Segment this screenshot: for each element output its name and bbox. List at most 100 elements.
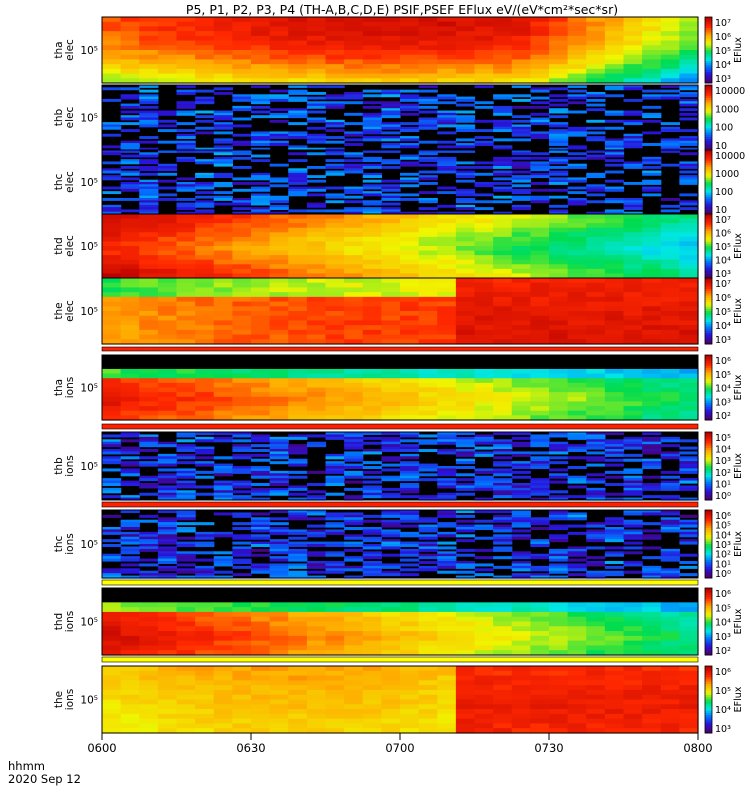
spectrogram-cell xyxy=(139,616,159,623)
spectrogram-cell xyxy=(139,320,159,326)
spectrogram-cell xyxy=(325,232,345,238)
spectrogram-cell xyxy=(493,188,513,192)
spectrogram-cell xyxy=(251,458,271,462)
panel-label: ions xyxy=(64,533,76,554)
spectrogram-cell xyxy=(139,301,159,307)
spectrogram-cell xyxy=(362,539,382,543)
spectrogram-cell xyxy=(474,704,494,710)
spectrogram-cell xyxy=(679,129,699,133)
spectrogram-cell xyxy=(623,119,643,123)
spectrogram-cell xyxy=(120,680,140,686)
spectrogram-cell xyxy=(530,188,550,192)
spectrogram-cell xyxy=(474,621,494,627)
spectrogram-cell xyxy=(400,444,420,448)
spectrogram-cell xyxy=(157,539,178,543)
spectrogram-cell xyxy=(642,378,662,384)
spectrogram-cell xyxy=(455,198,476,201)
spectrogram-cell xyxy=(176,699,196,705)
spectrogram-cell xyxy=(102,311,122,317)
spectrogram-cell xyxy=(660,444,680,448)
spectrogram-cell xyxy=(102,59,122,65)
spectrogram-cell xyxy=(232,611,252,618)
spectrogram-cell xyxy=(362,329,382,336)
spectrogram-cell xyxy=(400,531,420,535)
spectrogram-cell xyxy=(344,548,364,552)
spectrogram-cell xyxy=(362,670,382,677)
spectrogram-cell xyxy=(157,568,178,572)
spectrogram-cell xyxy=(474,119,494,123)
y-tick-label: 10⁵ xyxy=(80,45,98,57)
spectrogram-cell xyxy=(437,268,457,275)
spectrogram-cell xyxy=(604,78,625,84)
colorbar-segment xyxy=(705,599,712,602)
spectrogram-cell xyxy=(139,94,159,98)
spectrogram-cell xyxy=(474,35,494,42)
spectrogram-cell xyxy=(306,73,327,79)
spectrogram-cell xyxy=(213,296,233,303)
spectrogram-cell xyxy=(455,689,476,696)
colorbar-segment xyxy=(705,374,712,378)
spectrogram-cell xyxy=(455,124,476,128)
spectrogram-cell xyxy=(176,718,196,725)
spectrogram-cell xyxy=(604,536,625,540)
spectrogram-cell xyxy=(325,699,345,705)
spectrogram-cell xyxy=(232,406,252,412)
spectrogram-cell xyxy=(660,273,680,279)
spectrogram-cell xyxy=(306,45,327,51)
spectrogram-cell xyxy=(362,640,382,647)
spectrogram-cell xyxy=(660,522,680,526)
spectrogram-cell xyxy=(679,108,699,112)
colorbar-segment xyxy=(705,481,712,485)
spectrogram-cell xyxy=(549,449,569,453)
spectrogram-cell xyxy=(418,175,438,179)
spectrogram-cell xyxy=(195,709,215,715)
spectrogram-cell xyxy=(418,35,438,42)
spectrogram-cell xyxy=(642,115,662,119)
spectrogram-cell xyxy=(530,89,550,93)
spectrogram-cell xyxy=(251,334,271,340)
spectrogram-cell xyxy=(251,718,271,725)
spectrogram-cell xyxy=(679,259,699,265)
spectrogram-cell xyxy=(418,378,438,384)
spectrogram-cell xyxy=(586,246,606,252)
spectrogram-cell xyxy=(604,209,625,213)
spectrogram-cell xyxy=(586,287,606,293)
colorbar-segment xyxy=(705,596,712,600)
spectrogram-cell xyxy=(604,278,625,284)
spectrogram-cell xyxy=(567,568,587,572)
spectrogram-cell xyxy=(306,17,327,23)
spectrogram-cell xyxy=(493,306,513,312)
spectrogram-cell xyxy=(195,685,215,691)
spectrogram-cell xyxy=(325,434,345,438)
spectrogram-cell xyxy=(604,522,625,526)
spectrogram-cell xyxy=(400,485,420,489)
spectrogram-cell xyxy=(493,255,513,261)
spectrogram-cell xyxy=(586,626,606,632)
spectrogram-cell xyxy=(120,415,140,421)
spectrogram-cell xyxy=(623,718,643,725)
spectrogram-cell xyxy=(604,723,625,729)
spectrogram-cell xyxy=(157,453,178,457)
spectrogram-cell xyxy=(474,31,494,37)
spectrogram-cell xyxy=(604,444,625,448)
spectrogram-cell xyxy=(530,685,550,691)
colorbar-segment xyxy=(705,218,712,221)
spectrogram-cell xyxy=(120,166,140,169)
spectrogram-cell xyxy=(455,98,476,102)
spectrogram-cell xyxy=(139,329,159,336)
spectrogram-cell xyxy=(139,136,159,139)
spectrogram-cell xyxy=(120,685,140,691)
spectrogram-cell xyxy=(549,21,569,28)
spectrogram-cell xyxy=(213,680,233,686)
spectrogram-cell xyxy=(381,207,401,211)
spectrogram-cell xyxy=(232,64,252,70)
spectrogram-cell xyxy=(251,553,271,557)
spectrogram-cell xyxy=(195,713,215,720)
spectrogram-cell xyxy=(344,723,364,729)
spectrogram-cell xyxy=(139,223,159,229)
colorbar-segment xyxy=(705,632,712,636)
spectrogram-cell xyxy=(474,453,494,457)
spectrogram-cell xyxy=(549,650,569,656)
spectrogram-cell xyxy=(642,607,662,613)
colorbar-segment xyxy=(705,413,712,417)
